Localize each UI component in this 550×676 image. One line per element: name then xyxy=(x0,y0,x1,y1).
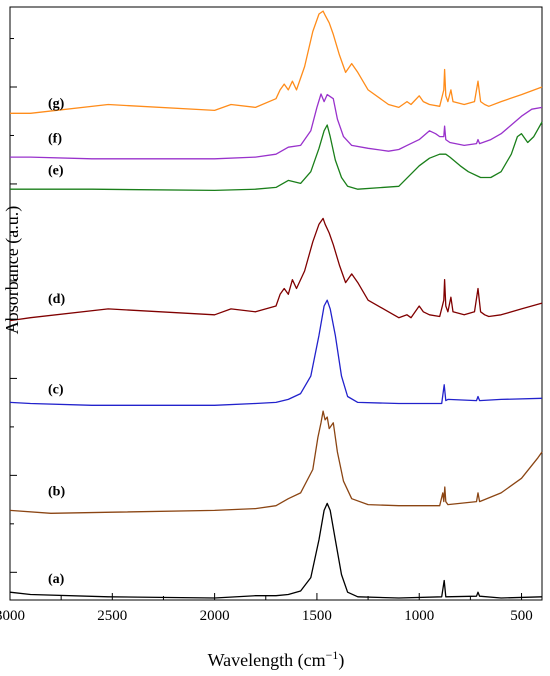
series-line-3 xyxy=(9,217,543,322)
series-labels: (a) (b) (c) (d) (e) (f) (g) xyxy=(48,96,65,587)
y-axis xyxy=(10,38,17,573)
x-axis-title-tail: ) xyxy=(338,650,344,671)
series-line-1 xyxy=(9,410,543,514)
x-axis-title-superscript: −1 xyxy=(326,648,339,662)
series-label-6: (g) xyxy=(48,96,65,111)
x-tick-label-2000: 2000 xyxy=(200,608,230,624)
x-axis-title: Wavelength (cm−1) xyxy=(208,648,345,671)
series-label-4: (e) xyxy=(48,163,64,178)
series-line-4 xyxy=(10,121,543,192)
series-line-6 xyxy=(10,10,543,114)
series-label-3: (d) xyxy=(48,292,65,307)
series-label-2: (c) xyxy=(48,382,64,397)
x-tick-label-2500: 2500 xyxy=(97,608,127,624)
x-tick-label-1500: 1500 xyxy=(302,608,332,624)
series-line-2 xyxy=(9,299,543,406)
plot-frame xyxy=(9,6,543,601)
series-label-1: (b) xyxy=(48,485,65,500)
y-axis-title: Absorbance (a.u.) xyxy=(2,206,23,334)
x-tick-label-3000: 3000 xyxy=(0,608,25,624)
series-layer xyxy=(9,10,543,599)
series-label-0: (a) xyxy=(48,572,65,587)
series-line-5 xyxy=(10,93,543,160)
x-tick-label-500: 500 xyxy=(510,608,533,624)
x-tick-label-1000: 1000 xyxy=(404,608,434,624)
series-label-5: (f) xyxy=(48,131,62,146)
x-axis: 3000 2500 2000 1500 1000 500 xyxy=(0,593,533,624)
series-line-0 xyxy=(9,502,543,599)
